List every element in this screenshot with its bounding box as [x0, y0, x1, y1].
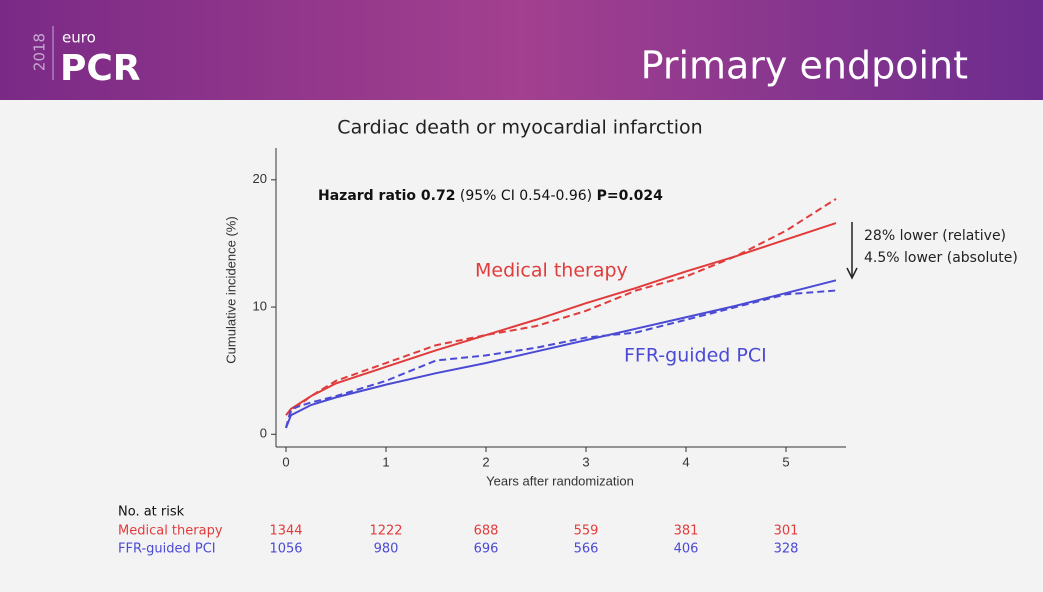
- at-risk-value: 1344: [269, 524, 302, 539]
- at-risk-value: 980: [374, 542, 399, 557]
- at-risk-name: Medical therapy: [118, 524, 223, 539]
- at-risk-value: 328: [774, 542, 799, 557]
- at-risk-name: FFR-guided PCI: [118, 542, 216, 557]
- hr-p: P=0.024: [597, 188, 664, 204]
- at-risk-value: 566: [574, 542, 599, 557]
- hr-label: Hazard ratio 0.72: [318, 188, 455, 204]
- y-axis-label: Cumulative incidence (%): [223, 216, 238, 363]
- at-risk-title: No. at risk: [118, 505, 185, 520]
- x-tick-label: 5: [782, 454, 789, 469]
- x-tick-label: 4: [682, 454, 689, 469]
- x-tick-label: 2: [482, 454, 489, 469]
- at-risk-value: 301: [774, 524, 799, 539]
- series-label: Medical therapy: [475, 260, 628, 282]
- at-risk-value: 688: [474, 524, 499, 539]
- arrow-head: [846, 267, 858, 280]
- at-risk-value: 381: [674, 524, 699, 539]
- y-tick-label: 10: [253, 298, 267, 313]
- km-line: [285, 198, 837, 429]
- x-tick-label: 3: [582, 454, 589, 469]
- hr-ci: (95% CI 0.54-0.96): [460, 188, 592, 204]
- y-tick-label: 0: [260, 426, 267, 441]
- at-risk-value: 1056: [269, 542, 302, 557]
- header-year: 2018: [31, 33, 49, 71]
- x-tick-label: 0: [282, 454, 289, 469]
- at-risk-value: 406: [674, 542, 699, 557]
- x-tick-label: 1: [382, 454, 389, 469]
- relative-note: 28% lower (relative): [864, 228, 1006, 244]
- brand: PCR: [60, 48, 141, 89]
- absolute-note: 4.5% lower (absolute): [864, 250, 1018, 266]
- header-bar: [0, 0, 1043, 100]
- series-label: FFR-guided PCI: [624, 345, 767, 367]
- km-line: [285, 289, 837, 429]
- y-tick-label: 20: [253, 171, 267, 186]
- chart-title: Cardiac death or myocardial infarction: [337, 117, 702, 139]
- at-risk-value: 559: [574, 524, 599, 539]
- at-risk-value: 1222: [369, 524, 402, 539]
- hazard-ratio: Hazard ratio 0.72 (95% CI 0.54-0.96) P=0…: [318, 188, 663, 204]
- brand-small: euro: [62, 29, 96, 47]
- header-title: Primary endpoint: [641, 44, 968, 88]
- at-risk-value: 696: [474, 542, 499, 557]
- fit-line: [285, 279, 837, 429]
- x-axis-label: Years after randomization: [486, 473, 634, 488]
